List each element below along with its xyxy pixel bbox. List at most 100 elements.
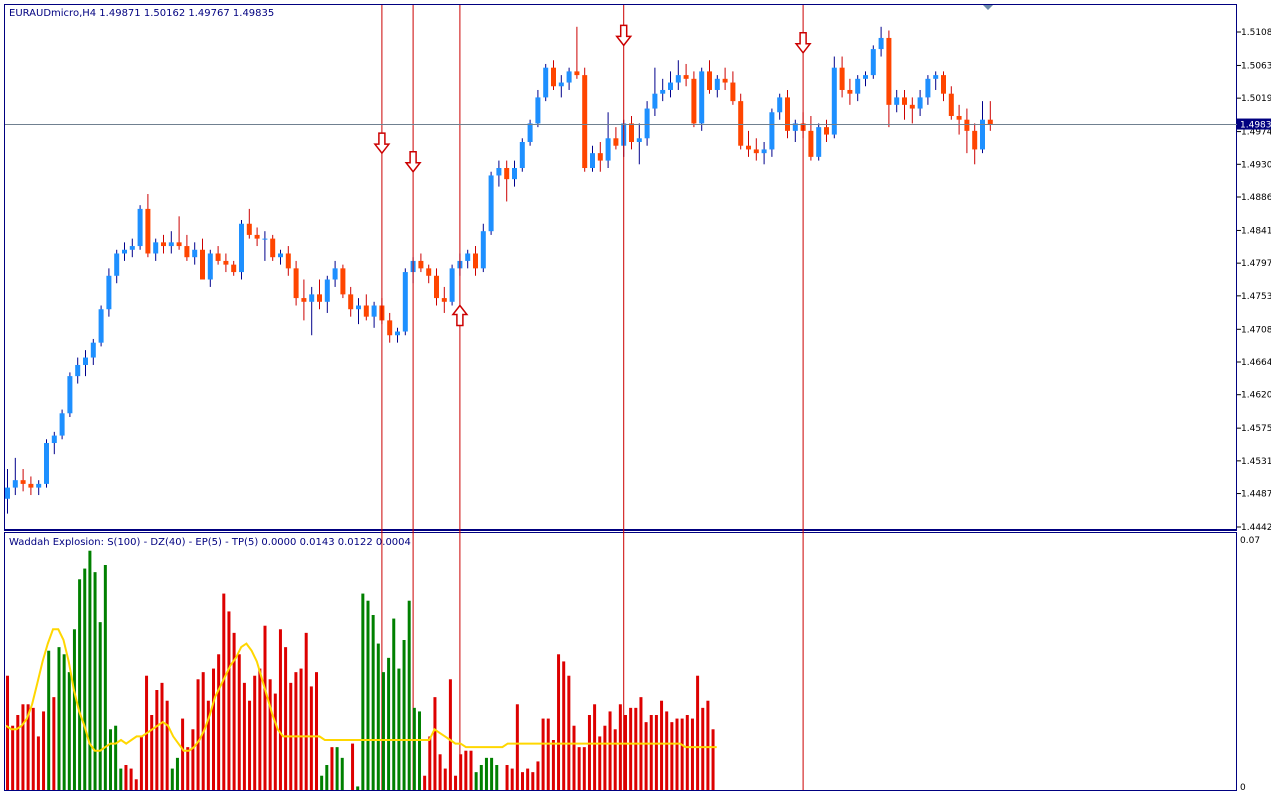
candle-body: [660, 89, 666, 94]
candle-body: [402, 272, 408, 332]
candle: [176, 216, 182, 250]
candle-body: [948, 93, 954, 116]
candle: [855, 75, 861, 102]
candle-body: [691, 78, 697, 124]
price-tick-label: 1.44420: [1241, 523, 1271, 533]
candle-body: [434, 275, 439, 299]
indicator-bars-layer: [6, 550, 715, 790]
candle: [605, 112, 611, 169]
candle: [683, 63, 689, 87]
candle-body: [473, 253, 478, 269]
candle-body: [488, 175, 494, 232]
indicator-bar: [392, 618, 396, 790]
candle: [956, 104, 962, 135]
indicator-bar: [42, 711, 46, 790]
candle: [636, 123, 642, 165]
price-tick-label: 1.44870: [1241, 490, 1271, 500]
price-tick-label: 1.51080: [1241, 28, 1271, 38]
candle: [863, 71, 868, 87]
price-tick-label: 1.45310: [1241, 457, 1271, 467]
candle: [668, 71, 673, 98]
candle: [67, 372, 73, 417]
indicator-bar: [685, 715, 689, 790]
indicator-bar: [474, 772, 478, 790]
indicator-bar: [454, 775, 458, 790]
candle-body: [395, 331, 400, 336]
candle: [402, 268, 408, 336]
candle: [98, 305, 104, 347]
candle-body: [605, 138, 611, 161]
indicator-bar: [484, 757, 488, 790]
candle-body: [753, 149, 759, 154]
indicator-bar: [618, 704, 622, 790]
candle-body: [652, 93, 658, 109]
candle-body: [418, 260, 424, 269]
candle: [363, 294, 369, 321]
candle: [122, 242, 127, 261]
indicator-bar: [47, 650, 51, 790]
indicator-bar: [567, 675, 571, 790]
candle: [980, 101, 985, 154]
indicator-bar: [433, 697, 437, 790]
indicator-bar: [175, 757, 179, 790]
candle: [59, 409, 65, 440]
price-axis: 1.51080 1.50630 1.50190 1.49740 1.49300 1.488…: [1237, 28, 1271, 533]
indicator-bar: [304, 632, 308, 790]
candle-body: [371, 305, 377, 317]
candle-body: [925, 78, 931, 98]
indicator-bar: [701, 707, 705, 790]
candle-body: [707, 71, 712, 90]
candle-body: [512, 168, 517, 180]
indicator-bar: [88, 550, 92, 790]
candle: [769, 108, 775, 157]
indicator-bar: [546, 718, 550, 790]
candle: [418, 253, 424, 273]
candle: [106, 268, 112, 317]
indicator-bar: [119, 768, 123, 790]
candle-body: [886, 37, 892, 105]
indicator-bar: [165, 700, 169, 790]
indicator-bar: [690, 718, 694, 790]
indicator-bar: [98, 622, 102, 790]
candle: [535, 89, 541, 128]
candle-body: [519, 142, 525, 169]
indicator-bar: [242, 682, 246, 790]
indicator-bar: [83, 568, 87, 790]
candle: [933, 71, 939, 90]
candle-body: [465, 253, 471, 261]
candle-body: [215, 253, 221, 261]
candle-body: [98, 309, 104, 343]
candle: [613, 127, 619, 150]
candle: [987, 101, 993, 131]
candle-body: [909, 104, 915, 109]
candle: [317, 279, 322, 310]
candle: [558, 75, 564, 98]
indicator-bar: [150, 715, 154, 790]
candle-body: [543, 67, 549, 98]
candle: [722, 67, 728, 90]
indicator-bar: [268, 679, 272, 790]
candle: [83, 350, 88, 377]
candle: [324, 275, 330, 313]
candle-body: [808, 130, 814, 157]
candle: [426, 264, 432, 284]
candle: [75, 357, 81, 384]
sell-arrow-icon: [794, 32, 812, 55]
candle-body: [301, 298, 307, 302]
candle-body: [816, 127, 822, 157]
candle-body: [246, 223, 252, 235]
indicator-bar: [52, 697, 56, 790]
candle: [512, 160, 517, 187]
chart-shift-triangle-icon[interactable]: [983, 5, 993, 10]
indicator-bar: [6, 675, 9, 790]
candle: [730, 71, 736, 105]
candle: [870, 45, 876, 79]
indicator-bar: [521, 772, 524, 790]
indicator-bar: [603, 725, 607, 790]
candle-body: [270, 238, 276, 258]
indicator-bar: [464, 750, 468, 790]
indicator-bar: [551, 740, 555, 790]
candle: [792, 119, 798, 142]
indicator-bar: [237, 654, 241, 790]
